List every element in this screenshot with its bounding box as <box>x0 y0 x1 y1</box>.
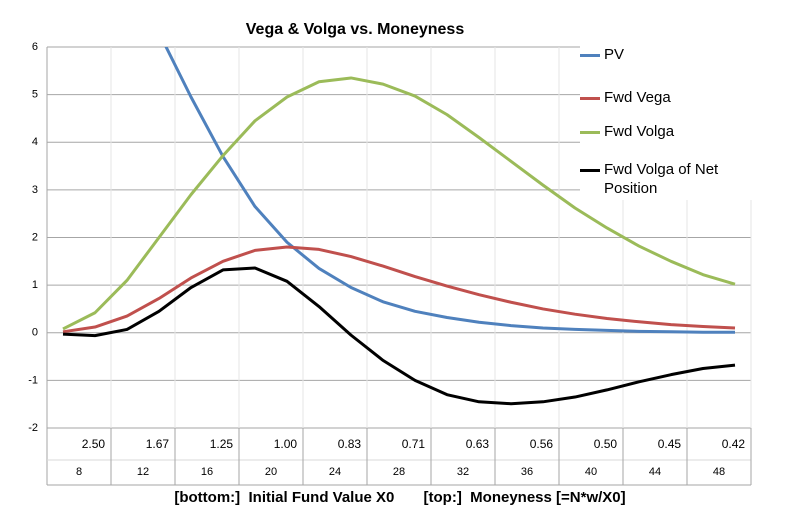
x-tick-label: 12 <box>137 466 149 478</box>
y-tick-label: 2 <box>32 231 38 243</box>
chart-title: Vega & Volga vs. Moneyness <box>246 21 465 38</box>
legend-label: Fwd Volga of Net Position <box>604 161 719 197</box>
x-tick-label: 16 <box>201 466 213 478</box>
legend-label: Fwd Vega <box>604 89 671 106</box>
x2-tick-label: 1.25 <box>210 437 234 451</box>
x-tick-label: 24 <box>329 466 341 478</box>
x2-tick-label: 0.71 <box>402 437 426 451</box>
x2-tick-label: 1.67 <box>146 437 170 451</box>
legend-item: Fwd Vega <box>580 88 754 107</box>
x2-tick-label: 1.00 <box>274 437 298 451</box>
legend-swatch <box>580 97 600 100</box>
legend-swatch <box>580 169 600 172</box>
y-tick-label: 4 <box>32 136 38 148</box>
legend: PV Fwd Vega Fwd Volga Fwd Volga of Net Posi… <box>580 40 780 200</box>
x2-tick-label: 2.50 <box>82 437 106 451</box>
legend-item: Fwd Volga <box>580 122 754 141</box>
legend-label: PV <box>604 46 625 63</box>
legend-swatch <box>580 54 600 57</box>
legend-swatch <box>580 131 600 134</box>
series-line <box>62 266 736 406</box>
y-tick-label: -1 <box>28 374 38 386</box>
legend-label: Fwd Volga <box>604 123 675 140</box>
y-tick-label: 5 <box>32 89 38 101</box>
y-tick-label: 1 <box>32 279 38 291</box>
x-tick-label: 36 <box>521 466 533 478</box>
y-tick-label: 3 <box>32 184 38 196</box>
legend-item: Fwd Volga of Net Position <box>580 160 754 198</box>
x-tick-label: 28 <box>393 466 405 478</box>
x-tick-label: 20 <box>265 466 277 478</box>
x-tick-label: 40 <box>585 466 597 478</box>
x-axis-title: [bottom:] Initial Fund Value X0 [top:] M… <box>174 489 625 506</box>
series-line <box>62 245 736 334</box>
x2-tick-label: 0.56 <box>530 437 554 451</box>
y-tick-label: 6 <box>32 41 38 53</box>
x-tick-label: 48 <box>713 466 725 478</box>
x-tick-label: 8 <box>76 466 82 478</box>
x2-tick-label: 0.45 <box>658 437 682 451</box>
x-tick-label: 32 <box>457 466 469 478</box>
x2-tick-label: 0.83 <box>338 437 362 451</box>
x2-tick-label: 0.50 <box>594 437 618 451</box>
legend-item: PV <box>580 45 754 64</box>
x-tick-label: 44 <box>649 466 661 478</box>
x2-tick-label: 0.42 <box>722 437 746 451</box>
x2-tick-label: 0.63 <box>466 437 490 451</box>
series-line <box>62 76 736 331</box>
y-tick-label: -2 <box>28 422 38 434</box>
series-line <box>164 47 735 334</box>
y-tick-label: 0 <box>32 327 38 339</box>
